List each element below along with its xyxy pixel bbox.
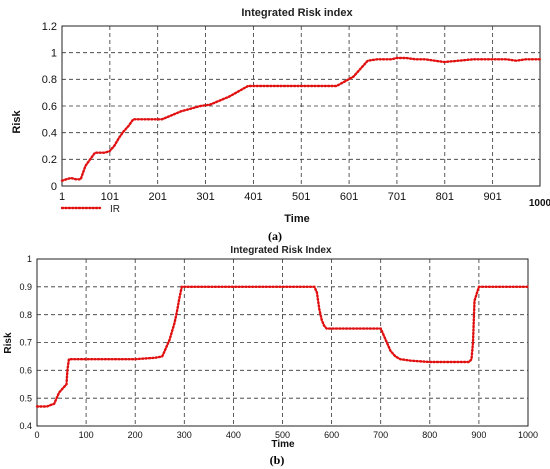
chart-b-caption: (b) bbox=[270, 453, 285, 467]
chartB-y-tick-label: 0.8 bbox=[19, 310, 32, 320]
chart-b-series bbox=[35, 285, 530, 408]
chartB-y-tick-label: 0.9 bbox=[19, 282, 32, 292]
chartB-series-line-0 bbox=[35, 285, 530, 408]
chartB-x-tick-label: 200 bbox=[128, 430, 143, 440]
chartA-y-tick-label: 1 bbox=[51, 48, 57, 60]
chartB-y-tick-label: 0.4 bbox=[19, 421, 32, 431]
chartA-x-tick-label: 1 bbox=[59, 191, 65, 203]
chart-b-title: Integrated Risk Index bbox=[230, 245, 332, 256]
chart-a-caption: (a) bbox=[268, 229, 282, 243]
chartA-series-line-0 bbox=[60, 56, 542, 182]
chart-a-series bbox=[60, 56, 542, 182]
chartA-x-tick-label: 901 bbox=[483, 191, 501, 203]
chart-b-xlabel: Time bbox=[271, 439, 295, 450]
chartA-x-tick-label: 401 bbox=[244, 191, 262, 203]
chartA-y-tick-label: 1.2 bbox=[42, 21, 57, 33]
legend-ir-label: IR bbox=[110, 204, 120, 215]
chart-a-x-ticks: 1 101 201 301 401 501 601 701 801 901 1000 bbox=[59, 191, 550, 209]
chartB-x-tick-label: 800 bbox=[422, 430, 437, 440]
chartB-x-tick-label: 300 bbox=[177, 430, 192, 440]
chartB-x-tick-label: 500 bbox=[275, 430, 290, 440]
chartA-x-tick-label: 101 bbox=[101, 191, 119, 203]
chart-b-x-ticks: 0 100 200 300 400 500 600 700 800 900 1000 bbox=[34, 430, 538, 440]
chartA-x-tick-label: 701 bbox=[388, 191, 406, 203]
chart-a-title: Integrated Risk index bbox=[241, 7, 353, 19]
chartB-x-tick-label: 100 bbox=[79, 430, 94, 440]
chartB-x-tick-label: 0 bbox=[34, 430, 39, 440]
chartA-y-tick-label: 0.8 bbox=[42, 74, 57, 86]
chart-a-xlabel: Time bbox=[284, 213, 309, 225]
chart-b-y-ticks: 0.4 0.5 0.6 0.7 0.8 0.9 1 bbox=[19, 254, 32, 431]
chartA-x-tick-label: 601 bbox=[340, 191, 358, 203]
chartB-x-tick-label: 600 bbox=[324, 430, 339, 440]
chartA-y-tick-label: 0.2 bbox=[42, 154, 57, 166]
chartA-y-tick-label: 0.4 bbox=[42, 128, 57, 140]
chart-a-ylabel: Risk bbox=[11, 110, 23, 134]
chartA-x-tick-label: 1000 bbox=[529, 198, 550, 209]
chartA-x-tick-label: 501 bbox=[292, 191, 310, 203]
chartA-y-tick-label: 0 bbox=[51, 181, 57, 193]
chartB-y-tick-label: 1 bbox=[27, 254, 32, 264]
chartA-x-tick-label: 201 bbox=[149, 191, 167, 203]
chartB-x-tick-label: 400 bbox=[226, 430, 241, 440]
chartB-x-tick-label: 1000 bbox=[518, 430, 538, 440]
chart-a-y-ticks: 0 0.2 0.4 0.6 0.8 1 1.2 bbox=[42, 21, 57, 193]
chart-a-legend: IR bbox=[60, 204, 120, 215]
chart-b: Integrated Risk Index Risk Time 0.40.50.… bbox=[3, 245, 538, 467]
chartA-x-tick-label: 801 bbox=[436, 191, 454, 203]
chartB-y-tick-label: 0.5 bbox=[19, 393, 32, 403]
chartB-y-tick-label: 0.7 bbox=[19, 338, 32, 348]
chartA-x-tick-label: 301 bbox=[196, 191, 214, 203]
chart-a-grid bbox=[61, 25, 541, 187]
chartB-x-tick-label: 900 bbox=[471, 430, 486, 440]
chartA-y-tick-label: 0.6 bbox=[42, 101, 57, 113]
chart-a: Integrated Risk index Risk Time 00.20.40… bbox=[11, 7, 550, 243]
chart-b-ylabel: Risk bbox=[3, 332, 14, 354]
chartB-x-tick-label: 700 bbox=[373, 430, 388, 440]
chart-b-grid bbox=[36, 258, 529, 427]
chartB-y-tick-label: 0.6 bbox=[19, 365, 32, 375]
